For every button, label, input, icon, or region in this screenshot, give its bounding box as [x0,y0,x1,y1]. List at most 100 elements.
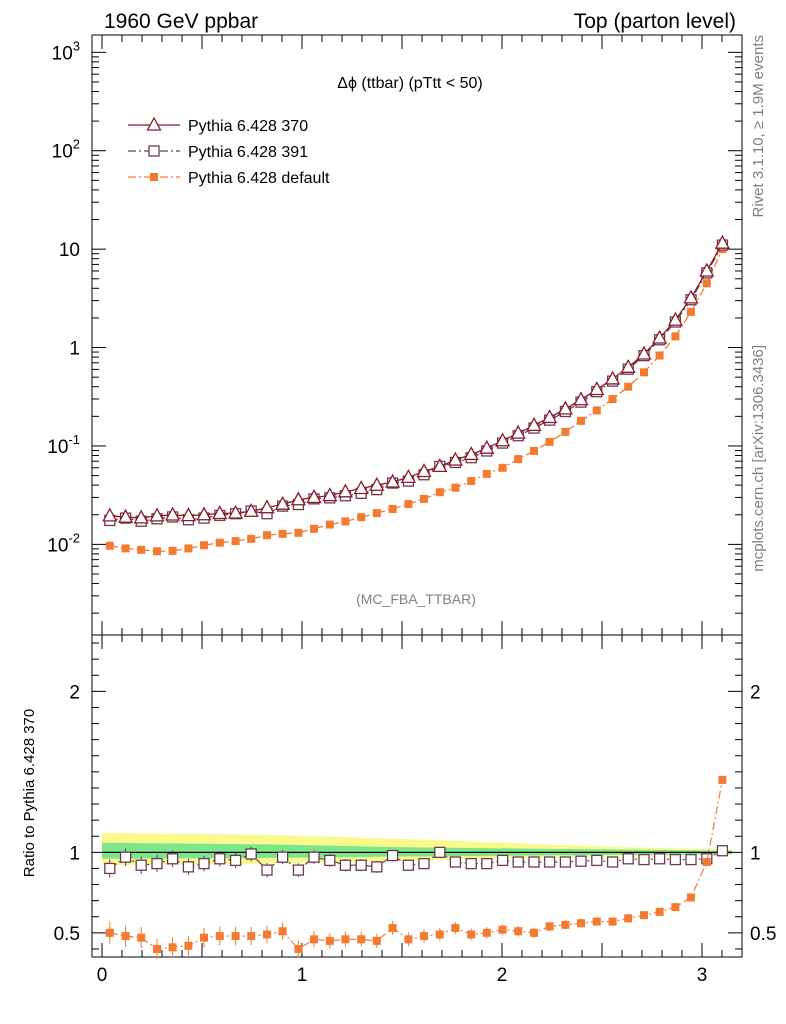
ratio-point-series-1 [215,932,224,941]
ratio-point-series-0 [324,854,336,867]
data-point-series-2 [325,520,334,529]
ratio-point-series-0 [402,859,415,871]
series-line-0 [109,242,723,519]
data-point-series-0 [510,424,526,439]
data-point-series-2 [153,547,161,556]
data-point-series-0 [243,502,259,517]
ratio-y-tick-label-right: 0.5 [750,924,776,945]
data-point-series-2 [561,427,570,436]
series-line-2 [109,248,723,552]
ratio-line-1 [109,779,723,950]
data-point-series-0 [102,507,118,522]
ratio-point-series-0 [606,856,619,868]
ratio-point-series-1 [592,917,601,926]
ratio-point-series-1 [168,943,177,952]
data-point-series-0 [385,473,401,488]
data-point-series-2 [640,368,648,377]
mcplots-label: mcplots.cern.ch [arXiv:1306.3436] [750,345,767,572]
ratio-point-series-0 [261,864,273,876]
data-point-series-0 [557,400,573,415]
ratio-point-series-0 [716,845,729,857]
main-plot-panel: 10-2 10-1 1 10 102 103 Δϕ (ttbar) (pTtt < 50)… [47,34,743,636]
main-y-tick-label: 1 [69,339,80,360]
ratio-point-series-1 [671,903,680,912]
data-point-series-2 [498,463,507,472]
ratio-point-series-0 [653,853,666,865]
ratio-point-series-1 [231,932,240,941]
data-point-series-2 [372,509,381,518]
ratio-point-series-0 [465,857,477,870]
header-left-title: 1960 GeV ppbar [104,10,258,33]
ratio-point-series-0 [292,864,305,876]
ratio-point-series-0 [528,856,540,868]
legend-marker-2 [150,173,158,181]
ratio-plot-panel: 0.5 0.5 1 1 2 2 0 1 2 3 Ratio to Pythia 6.428 370 [21,634,776,986]
ratio-point-series-0 [496,854,509,867]
data-point-series-0 [275,495,291,510]
ratio-point-series-1 [435,930,444,939]
data-point-series-0 [133,509,149,524]
ratio-point-series-1 [105,928,114,937]
ratio-point-series-0 [214,853,226,865]
ratio-point-series-1 [153,944,161,953]
ratio-line-0 [109,850,723,871]
data-point-series-2 [702,279,711,288]
main-y-tick-label: 102 [52,137,80,163]
ratio-y-tick-label-left: 2 [69,682,80,703]
ratio-point-series-0 [198,857,210,870]
data-point-series-0 [542,409,558,424]
ratio-point-series-0 [135,859,147,871]
data-point-series-0 [589,381,605,396]
ratio-point-series-1 [702,858,711,867]
ratio-point-series-0 [245,848,257,860]
ratio-point-series-0 [119,851,132,863]
legend-label-0: Pythia 6.428 370 [188,118,308,135]
ratio-point-series-1 [263,930,271,939]
data-point-series-0 [714,234,730,249]
main-axis-ticks: 10-2 10-1 1 10 102 103 [47,35,742,635]
ratio-point-series-1 [372,936,381,945]
ratio-point-series-0 [669,853,682,866]
data-point-series-2 [137,545,146,554]
ratio-series-layer [104,775,729,960]
data-point-series-2 [467,477,476,486]
ratio-point-series-0 [166,853,179,865]
ratio-x-tick-label: 2 [497,965,508,986]
data-point-series-2 [341,517,350,526]
ratio-point-series-0 [481,857,493,870]
data-point-series-2 [215,538,224,547]
ratio-axis-ticks: 0.5 0.5 1 1 2 2 0 1 2 3 [54,635,776,986]
data-point-series-0 [149,507,165,522]
ratio-point-series-0 [559,856,572,868]
ratio-point-series-0 [418,857,430,870]
ratio-band-inner [102,842,732,859]
ratio-point-series-1 [467,930,476,939]
data-point-series-0 [290,491,306,506]
data-point-series-0 [605,370,621,385]
data-point-series-0 [196,506,212,521]
data-point-series-2 [310,524,318,533]
data-point-series-0 [699,262,715,277]
ratio-point-series-1 [137,933,146,942]
data-point-series-2 [404,500,413,509]
data-point-series-0 [306,489,322,504]
ratio-point-series-1 [498,925,507,934]
ratio-point-series-1 [247,932,256,941]
data-point-series-2 [263,531,271,540]
data-point-series-0 [447,451,463,466]
ratio-point-series-0 [638,853,650,866]
ratio-point-series-1 [420,932,428,941]
ratio-point-series-1 [561,920,570,929]
data-point-series-2 [530,446,538,455]
ratio-point-series-1 [655,907,664,916]
ratio-point-series-1 [341,935,350,944]
ratio-point-series-0 [512,856,524,868]
ratio-point-series-1 [640,911,648,920]
data-point-series-2 [687,307,695,316]
data-point-series-2 [278,529,287,538]
data-point-series-0 [495,432,511,447]
data-point-series-2 [655,351,664,360]
data-point-series-0 [118,508,134,523]
data-point-series-2 [231,537,240,546]
